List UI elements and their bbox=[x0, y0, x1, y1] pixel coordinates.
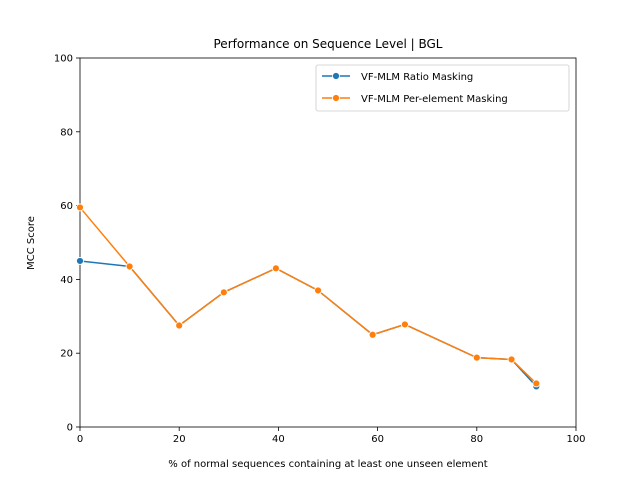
legend-box bbox=[315, 64, 570, 112]
y-tick-label: 40 bbox=[60, 275, 73, 286]
y-tick-label: 60 bbox=[60, 201, 73, 212]
y-axis-label: MCC Score bbox=[26, 216, 37, 270]
axes-frame bbox=[79, 57, 577, 428]
legend-swatch-marker bbox=[332, 94, 340, 102]
y-tick-label: 80 bbox=[60, 127, 73, 138]
legend-entry-label: VF-MLM Per-element Masking bbox=[361, 94, 508, 105]
y-tick-label: 0 bbox=[67, 423, 73, 434]
series-2-point bbox=[314, 286, 322, 295]
legend: VF-MLM Ratio Masking VF-MLM Per-element M… bbox=[315, 64, 570, 112]
plot-area: 0 20 40 60 80 100 0 20 40 60 80 100 bbox=[54, 54, 586, 446]
series-line-1 bbox=[79, 260, 537, 387]
series-1-point bbox=[76, 257, 84, 265]
series-2-point bbox=[125, 262, 134, 271]
series-2-point bbox=[472, 353, 481, 362]
series-2-point bbox=[76, 203, 84, 212]
series-2-point bbox=[400, 320, 409, 329]
y-tick-label: 100 bbox=[54, 54, 73, 65]
series-2-point bbox=[219, 288, 228, 297]
series-line-2 bbox=[79, 206, 537, 384]
series-2-point bbox=[175, 321, 184, 330]
x-axis-label: % of normal sequences containing at leas… bbox=[168, 459, 487, 470]
legend-entry-label: VF-MLM Ratio Masking bbox=[361, 72, 473, 83]
series-2-point bbox=[368, 330, 377, 339]
chart-title: Performance on Sequence Level | BGL bbox=[214, 37, 443, 51]
x-tick-label: 80 bbox=[470, 434, 483, 445]
series-2-point bbox=[507, 355, 516, 364]
series-2-point bbox=[532, 379, 541, 388]
series-2-point bbox=[272, 264, 280, 273]
x-tick-label: 20 bbox=[173, 434, 186, 445]
x-tick-label: 0 bbox=[77, 434, 83, 445]
x-tick-label: 40 bbox=[272, 434, 285, 445]
y-tick-label: 20 bbox=[60, 349, 73, 360]
x-tick-label: 100 bbox=[566, 434, 585, 445]
x-tick-label: 60 bbox=[371, 434, 384, 445]
legend-swatch-marker bbox=[332, 72, 340, 80]
